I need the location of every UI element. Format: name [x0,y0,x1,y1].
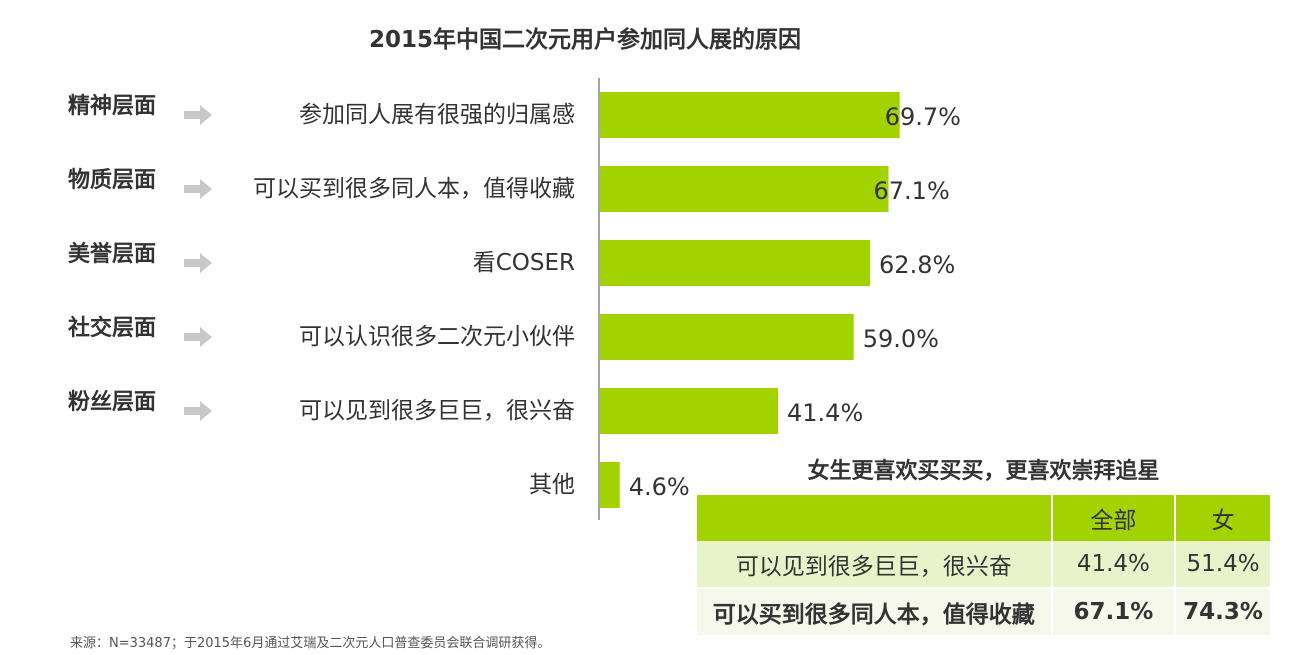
table-cell-female: 74.3% [1175,588,1270,635]
table-cell-label: 可以见到很多巨巨，很兴奋 [697,541,1053,589]
category-label-3: 可以认识很多二次元小伙伴 [299,324,575,350]
arrow-right-icon [184,253,212,273]
table-header-all: 全部 [1051,495,1177,541]
table-row: 可以买到很多同人本，值得收藏 67.1% 74.3% [697,588,1270,635]
value-label-4: 41.4% [787,399,864,427]
value-label-1: 67.1% [873,177,950,205]
table-cell-label: 可以买到很多同人本，值得收藏 [697,588,1053,635]
arrow-right-icon [184,327,212,347]
value-label-5: 4.6% [628,473,690,501]
bar-1 [600,166,889,212]
value-label-2: 62.8% [879,251,956,279]
table-cell-all: 67.1% [1051,588,1177,635]
category-label-2: 看COSER [472,250,575,276]
table-header-empty [697,495,1053,541]
value-label-3: 59.0% [862,325,939,353]
table-cell-all: 41.4% [1051,541,1177,589]
bar-2 [600,240,871,286]
dimension-label-3: 社交层面 [68,316,157,341]
bar-3 [600,314,854,360]
table-title: 女生更喜欢买买买，更喜欢崇拜追星 [807,459,1160,484]
source-note: 来源：N=33487；于2015年6月通过艾瑞及二次元人口普查委员会联合调研获得… [70,636,551,651]
dimension-label-4: 粉丝层面 [68,390,157,415]
bar-4 [600,388,779,434]
category-label-4: 可以见到很多巨巨，很兴奋 [299,398,575,424]
value-label-0: 69.7% [884,103,961,131]
dimension-label-1: 物质层面 [68,168,157,193]
category-label-0: 参加同人展有很强的归属感 [299,102,575,128]
dimension-label-0: 精神层面 [68,94,157,119]
chart-title: 2015年中国二次元用户参加同人展的原因 [368,27,801,53]
table-header-female: 女 [1175,495,1270,541]
category-label-1: 可以买到很多同人本，值得收藏 [253,176,575,202]
table-row: 可以见到很多巨巨，很兴奋 41.4% 51.4% [697,541,1270,589]
bar-0 [600,92,900,138]
table-cell-female: 51.4% [1175,541,1270,589]
comparison-table: 全部 女 可以见到很多巨巨，很兴奋 41.4% 51.4% 可以买到很多同人本，… [697,495,1270,635]
arrow-right-icon [184,179,212,199]
dimension-label-2: 美誉层面 [68,242,157,267]
arrow-right-icon [184,105,212,125]
table-header-row: 全部 女 [697,495,1270,541]
bar-5 [600,462,620,508]
arrow-right-icon [184,401,212,421]
category-label-5: 其他 [529,472,575,498]
